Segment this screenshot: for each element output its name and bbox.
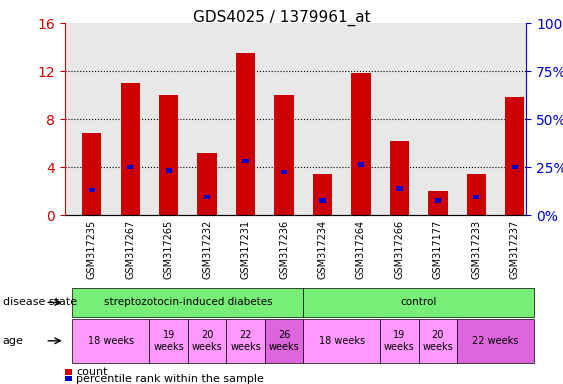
Bar [127, 165, 133, 169]
Bar [351, 73, 370, 215]
Text: 20
weeks: 20 weeks [192, 330, 222, 352]
Text: age: age [3, 336, 24, 346]
Bar [428, 191, 448, 215]
Text: 22
weeks: 22 weeks [230, 330, 261, 352]
Text: control: control [400, 297, 437, 308]
Text: disease state: disease state [3, 297, 77, 308]
Text: percentile rank within the sample: percentile rank within the sample [76, 374, 264, 384]
Text: 18 weeks: 18 weeks [319, 336, 365, 346]
Text: streptozotocin-induced diabetes: streptozotocin-induced diabetes [104, 297, 272, 308]
Bar [467, 174, 486, 215]
Text: 19
weeks: 19 weeks [153, 330, 184, 352]
Text: count: count [76, 367, 108, 377]
Text: 20
weeks: 20 weeks [423, 330, 453, 352]
Bar [88, 187, 95, 192]
Bar [274, 95, 294, 215]
Bar [166, 168, 172, 173]
Text: 22 weeks: 22 weeks [472, 336, 519, 346]
Text: GDS4025 / 1379961_at: GDS4025 / 1379961_at [193, 10, 370, 26]
Bar [82, 134, 101, 215]
Bar [236, 53, 255, 215]
Bar [505, 98, 525, 215]
Bar [512, 165, 518, 169]
Bar [319, 199, 325, 203]
Bar [281, 170, 287, 174]
Bar [435, 199, 441, 203]
Bar [390, 141, 409, 215]
Bar [159, 95, 178, 215]
Bar [396, 186, 403, 191]
Bar [198, 152, 217, 215]
Bar [204, 195, 210, 199]
Bar [313, 174, 332, 215]
Text: 18 weeks: 18 weeks [88, 336, 134, 346]
Text: 26
weeks: 26 weeks [269, 330, 300, 352]
Bar [243, 159, 249, 163]
Bar [473, 195, 480, 199]
Text: 19
weeks: 19 weeks [384, 330, 415, 352]
Bar [120, 83, 140, 215]
Bar [358, 162, 364, 167]
